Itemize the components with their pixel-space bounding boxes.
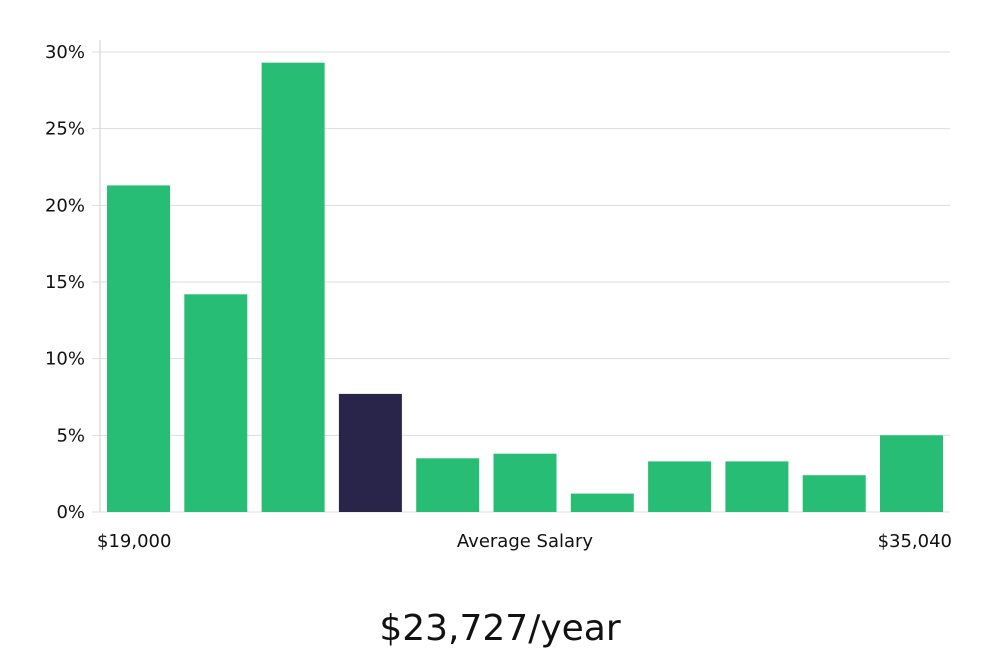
bar xyxy=(416,458,480,512)
y-tick-label: 25% xyxy=(45,119,85,140)
y-tick-label: 30% xyxy=(45,42,85,63)
bar xyxy=(880,435,943,512)
x-min-label: $19,000 xyxy=(97,531,171,552)
x-max-label: $35,040 xyxy=(878,531,952,552)
average-salary-summary: $23,727/year xyxy=(379,608,621,649)
salary-histogram: 0% 5% 10% 15% 20% 25% 30% $19,000 Average Sala… xyxy=(45,40,952,552)
y-tick-label: 0% xyxy=(56,502,85,523)
bar xyxy=(570,493,634,512)
bar-highlighted xyxy=(338,393,402,512)
bars xyxy=(107,62,943,512)
bar xyxy=(107,185,170,512)
y-axis-ticks: 0% 5% 10% 15% 20% 25% 30% xyxy=(45,42,85,523)
y-tick-label: 10% xyxy=(45,349,85,370)
bar xyxy=(261,62,325,512)
x-axis-title: Average Salary xyxy=(457,531,594,552)
bar xyxy=(184,294,248,512)
bar xyxy=(725,461,789,512)
y-tick-label: 20% xyxy=(45,195,85,216)
bar xyxy=(648,461,712,512)
x-axis-labels: $19,000 Average Salary $35,040 xyxy=(97,531,952,552)
bar xyxy=(493,453,557,512)
y-tick-label: 5% xyxy=(56,425,85,446)
y-tick-label: 15% xyxy=(45,272,85,293)
bar xyxy=(802,475,866,512)
